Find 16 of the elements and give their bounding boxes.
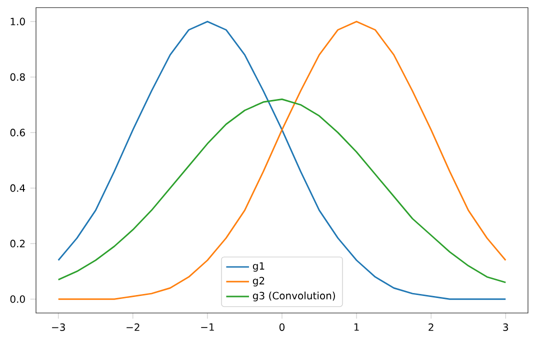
x-tick-label: 0: [279, 323, 284, 331]
x-tick-label: −1: [201, 323, 214, 331]
y-tick-label: 0.0: [10, 295, 25, 303]
legend-label: g2: [252, 276, 264, 286]
x-tick-label: 3: [503, 323, 508, 331]
legend-label: g1: [252, 262, 264, 272]
y-tick-label: 0.6: [10, 128, 25, 136]
x-tick-label: −2: [126, 323, 140, 331]
legend-label: g3 (Convolution): [252, 292, 335, 302]
y-tick-label: 0.8: [10, 73, 25, 81]
x-tick-label: 1: [354, 323, 359, 331]
x-tick-label: −3: [52, 323, 65, 331]
y-tick-label: 1.0: [10, 18, 25, 26]
x-tick-label: 2: [428, 323, 434, 331]
y-tick-label: 0.2: [10, 240, 25, 248]
y-tick-label: 0.4: [10, 184, 26, 192]
